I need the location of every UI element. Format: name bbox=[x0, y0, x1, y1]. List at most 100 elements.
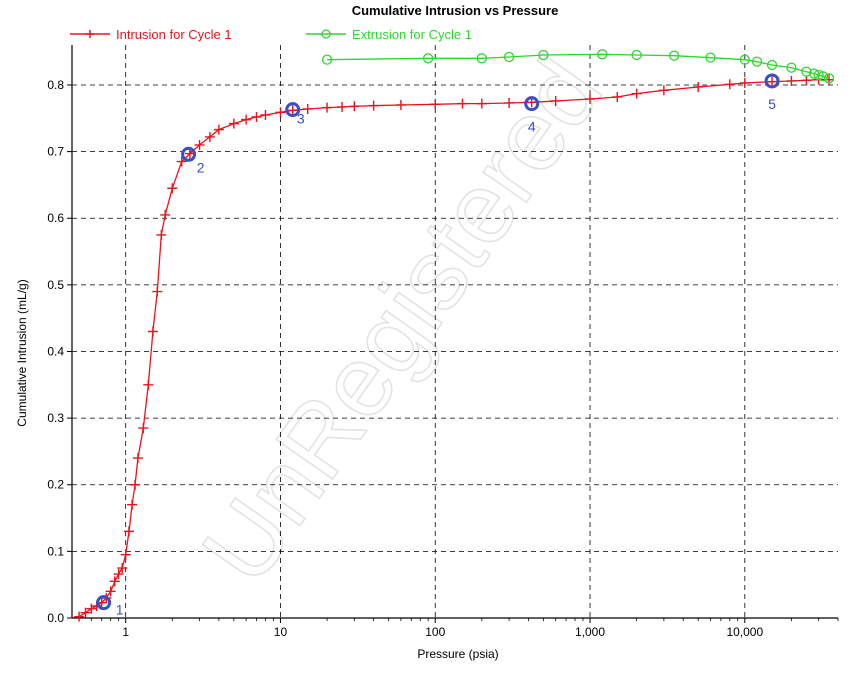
axes: 1 10 100 1,000 10,000 0.0 0.1 0.2 0.3 0.4 0.5 0.6 0.… bbox=[47, 45, 839, 639]
data-point bbox=[204, 131, 215, 142]
x-tick-label: 10 bbox=[274, 625, 288, 639]
data-point bbox=[767, 76, 778, 87]
legend-marker-plus bbox=[86, 30, 94, 38]
data-point bbox=[143, 379, 154, 390]
data-point bbox=[395, 99, 406, 110]
x-tick-label: 1,000 bbox=[575, 625, 605, 639]
data-point bbox=[156, 229, 167, 240]
annotation-marker bbox=[181, 146, 197, 162]
y-axis-label: Cumulative Intrusion (mL/g) bbox=[15, 279, 29, 426]
data-point bbox=[228, 118, 239, 129]
data-point bbox=[275, 107, 286, 118]
data-point bbox=[349, 101, 360, 112]
data-point bbox=[813, 69, 824, 81]
data-point bbox=[751, 56, 763, 67]
data-point bbox=[322, 102, 333, 113]
y-tick-label: 0.3 bbox=[47, 411, 64, 425]
data-point bbox=[823, 73, 835, 84]
data-point bbox=[109, 576, 120, 587]
data-point bbox=[123, 526, 134, 537]
data-point bbox=[550, 95, 561, 106]
data-point bbox=[74, 611, 85, 622]
data-point bbox=[766, 59, 778, 71]
annotation-label: 5 bbox=[768, 96, 776, 112]
y-tick-label: 0.8 bbox=[47, 78, 64, 92]
data-point bbox=[117, 563, 128, 574]
data-point bbox=[213, 124, 224, 135]
data-point bbox=[801, 75, 812, 86]
data-point bbox=[105, 586, 116, 597]
x-tick-label: 1 bbox=[122, 625, 129, 639]
data-point bbox=[260, 109, 271, 120]
x-tick-label: 100 bbox=[425, 625, 445, 639]
x-axis-label: Pressure (psia) bbox=[417, 647, 498, 661]
data-point bbox=[160, 209, 171, 220]
data-point bbox=[585, 93, 596, 104]
data-point bbox=[631, 49, 642, 61]
data-point bbox=[503, 51, 515, 63]
data-point bbox=[251, 111, 262, 122]
data-point bbox=[786, 75, 797, 86]
data-point bbox=[669, 50, 680, 61]
data-point bbox=[504, 97, 515, 108]
data-point bbox=[693, 81, 704, 92]
data-point bbox=[631, 88, 642, 99]
data-point bbox=[241, 114, 252, 125]
data-point bbox=[786, 62, 797, 73]
chart-title: Cumulative Intrusion vs Pressure bbox=[352, 3, 559, 18]
data-point bbox=[176, 156, 187, 167]
annotation-label: 2 bbox=[197, 159, 205, 175]
data-point bbox=[337, 101, 348, 112]
series-layer bbox=[74, 49, 835, 622]
data-point bbox=[127, 499, 138, 510]
y-tick-label: 0.2 bbox=[47, 478, 64, 492]
y-tick-label: 0.0 bbox=[47, 611, 64, 625]
data-point bbox=[597, 49, 608, 60]
data-point bbox=[86, 603, 97, 614]
annotations: 1 2 3 4 5 bbox=[96, 73, 780, 618]
legend-label-extrusion: Extrusion for Cycle 1 bbox=[352, 27, 472, 42]
annotation-marker bbox=[764, 73, 780, 89]
annotation-marker bbox=[285, 102, 301, 118]
data-point bbox=[321, 54, 333, 65]
data-point bbox=[423, 53, 434, 64]
data-point bbox=[705, 52, 716, 63]
data-point bbox=[538, 49, 549, 61]
data-point bbox=[658, 85, 669, 96]
data-point bbox=[167, 183, 178, 194]
annotation-label: 1 bbox=[116, 602, 124, 618]
data-point bbox=[302, 103, 313, 114]
data-point bbox=[476, 98, 487, 109]
legend-marker-circle bbox=[321, 29, 331, 39]
data-point bbox=[739, 54, 750, 65]
data-point bbox=[476, 53, 487, 64]
data-point bbox=[147, 326, 158, 337]
grid bbox=[72, 45, 838, 618]
annotation-marker bbox=[96, 595, 112, 611]
y-tick-label: 0.7 bbox=[47, 145, 64, 159]
legend-item-extrusion: Extrusion for Cycle 1 bbox=[306, 27, 472, 42]
y-tick-label: 0.6 bbox=[47, 211, 64, 225]
data-point bbox=[612, 91, 623, 102]
data-point bbox=[132, 453, 143, 464]
data-point bbox=[113, 569, 124, 580]
series-1 bbox=[321, 49, 835, 84]
data-point bbox=[194, 139, 205, 150]
data-point bbox=[287, 105, 298, 116]
y-tick-label: 0.4 bbox=[47, 344, 64, 358]
y-tick-label: 0.5 bbox=[47, 278, 64, 292]
annotation-label: 3 bbox=[297, 111, 305, 127]
data-point bbox=[808, 68, 820, 79]
data-point bbox=[817, 71, 829, 82]
data-point bbox=[80, 607, 91, 618]
data-point bbox=[368, 100, 379, 111]
data-point bbox=[457, 98, 468, 109]
series-0 bbox=[74, 74, 835, 622]
data-point bbox=[130, 479, 141, 490]
data-point bbox=[138, 423, 149, 434]
legend-label-intrusion: Intrusion for Cycle 1 bbox=[116, 27, 232, 42]
legend: Intrusion for Cycle 1 Extrusion for Cycl… bbox=[70, 27, 472, 42]
data-point bbox=[724, 79, 735, 90]
